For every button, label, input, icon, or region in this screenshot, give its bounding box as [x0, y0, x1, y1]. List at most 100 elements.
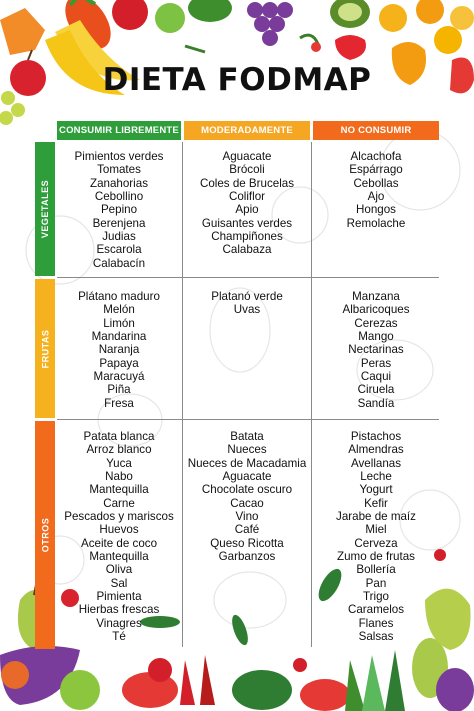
food-item: Vinagres — [96, 616, 142, 630]
food-item: Té — [112, 630, 126, 644]
food-item: Sandía — [357, 396, 395, 410]
cell-vegetales-consumir-libremente: Pimientos verdes Tomates Zanahorias Cebolli… — [57, 150, 181, 270]
food-item: Alcachofa — [350, 150, 402, 163]
food-item: Pimienta — [96, 590, 142, 604]
row-label-text: FRUTAS — [40, 329, 50, 368]
food-item: Nectarinas — [348, 343, 404, 357]
food-item: Cebollino — [94, 190, 144, 204]
food-item: Melón — [103, 303, 135, 317]
food-item: Garbanzos — [218, 550, 276, 564]
food-item: Mandarina — [91, 330, 147, 344]
food-item: Bollería — [356, 563, 396, 577]
food-item: Carne — [103, 496, 135, 510]
food-item: Patata blanca — [83, 430, 155, 443]
food-item: Aguacate — [222, 150, 272, 163]
column-header-no-consumir: NO CONSUMIR — [313, 121, 439, 140]
food-item: Huevos — [99, 523, 139, 537]
food-item: Leche — [360, 470, 392, 484]
column-header-moderadamente: MODERADAMENTE — [184, 121, 310, 140]
cell-vegetales-no-consumir: Alcachofa Espárrago Cebollas Ajo Hongos Remol… — [313, 150, 439, 230]
food-item: Queso Ricotta — [210, 536, 284, 550]
food-item: Pescados y mariscos — [64, 510, 174, 524]
row-label-text: OTROS — [40, 517, 51, 553]
food-item: Mantequilla — [89, 483, 149, 497]
food-item: Tomates — [97, 163, 141, 177]
food-item: Caramelos — [347, 603, 405, 617]
food-item: Aceite de coco — [80, 536, 158, 550]
page-title: DIETA FODMAP — [102, 62, 372, 98]
food-item: Hierbas frescas — [78, 603, 160, 617]
grid-divider — [182, 142, 183, 647]
food-item: Champiñones — [211, 230, 283, 244]
food-item: Calabaza — [222, 243, 272, 257]
food-item: Kefir — [364, 496, 388, 510]
cell-otros-no-consumir: Pistachos Almendras Avellanas Leche Yogurt Ke… — [313, 430, 439, 644]
cell-otros-consumir-libremente: Patata blanca Arroz blanco Yuca Nabo Mantequ… — [57, 430, 181, 644]
food-item: Coles de Brucelas — [199, 176, 295, 190]
food-item: Yogurt — [359, 483, 393, 497]
food-item: Ajo — [367, 190, 385, 204]
food-item: Pistachos — [350, 430, 402, 443]
food-item: Mantequilla — [89, 550, 149, 564]
food-item: Batata — [230, 430, 264, 443]
food-item: Manzana — [352, 290, 400, 303]
food-item: Uvas — [233, 303, 261, 317]
cell-frutas-moderadamente: Platanó verde Uvas — [184, 290, 310, 317]
cell-frutas-consumir-libremente: Plátano maduro Melón Limón Mandarina Naranja… — [57, 290, 181, 410]
food-item: Zanahorias — [89, 176, 148, 190]
cell-frutas-no-consumir: Manzana Albaricoques Cerezas Mango Nectarina… — [313, 290, 439, 410]
food-item: Cebollas — [353, 176, 399, 190]
food-item: Nueces de Macadamia — [187, 456, 307, 470]
food-item: Cerveza — [354, 536, 398, 550]
food-item: Nabo — [105, 470, 133, 484]
column-header-consumir-libremente: CONSUMIR LIBREMENTE — [57, 121, 181, 140]
food-item: Jarabe de maíz — [336, 510, 416, 524]
food-item: Trigo — [363, 590, 389, 604]
food-item: Avellanas — [350, 456, 402, 470]
food-item: Fresa — [104, 396, 134, 410]
food-item: Albaricoques — [342, 303, 410, 317]
food-item: Cerezas — [354, 316, 398, 330]
food-item: Judias — [102, 230, 136, 244]
food-item: Nueces — [227, 443, 267, 457]
food-item: Calabacín — [92, 256, 146, 270]
food-item: Papaya — [99, 356, 139, 370]
row-label-text: VEGETALES — [40, 179, 50, 239]
row-label-frutas: FRUTAS — [35, 279, 55, 418]
food-item: Oliva — [105, 563, 133, 577]
food-item: Pepino — [100, 203, 138, 217]
food-item: Guisantes verdes — [201, 216, 293, 230]
food-item: Sal — [110, 576, 128, 590]
food-item: Miel — [365, 523, 387, 537]
food-item: Platanó verde — [211, 290, 283, 303]
food-item: Vino — [235, 510, 259, 524]
food-item: Remolache — [346, 216, 406, 230]
food-item: Flanes — [358, 616, 394, 630]
food-item: Almendras — [348, 443, 404, 457]
food-item: Pan — [365, 576, 387, 590]
row-label-vegetales: VEGETALES — [35, 142, 55, 276]
food-item: Zumo de frutas — [337, 550, 415, 564]
food-item: Coliflor — [228, 190, 266, 204]
food-item: Caqui — [360, 370, 392, 384]
food-item: Chocolate oscuro — [201, 483, 293, 497]
food-item: Ciruela — [357, 383, 395, 397]
food-item: Escarola — [96, 243, 142, 257]
food-item: Hongos — [356, 203, 396, 217]
food-item: Espárrago — [349, 163, 403, 177]
food-item: Café — [234, 523, 260, 537]
food-item: Plátano maduro — [78, 290, 160, 303]
row-label-otros: OTROS — [35, 421, 55, 649]
food-item: Maracuyá — [93, 370, 145, 384]
food-item: Piña — [107, 383, 131, 397]
food-item: Apio — [235, 203, 259, 217]
food-item: Brócoli — [229, 163, 265, 177]
food-item: Peras — [360, 356, 392, 370]
food-item: Aguacate — [222, 470, 272, 484]
food-item: Arroz blanco — [86, 443, 152, 457]
grid-divider — [57, 419, 439, 420]
food-item: Cacao — [230, 496, 264, 510]
food-item: Naranja — [98, 343, 140, 357]
